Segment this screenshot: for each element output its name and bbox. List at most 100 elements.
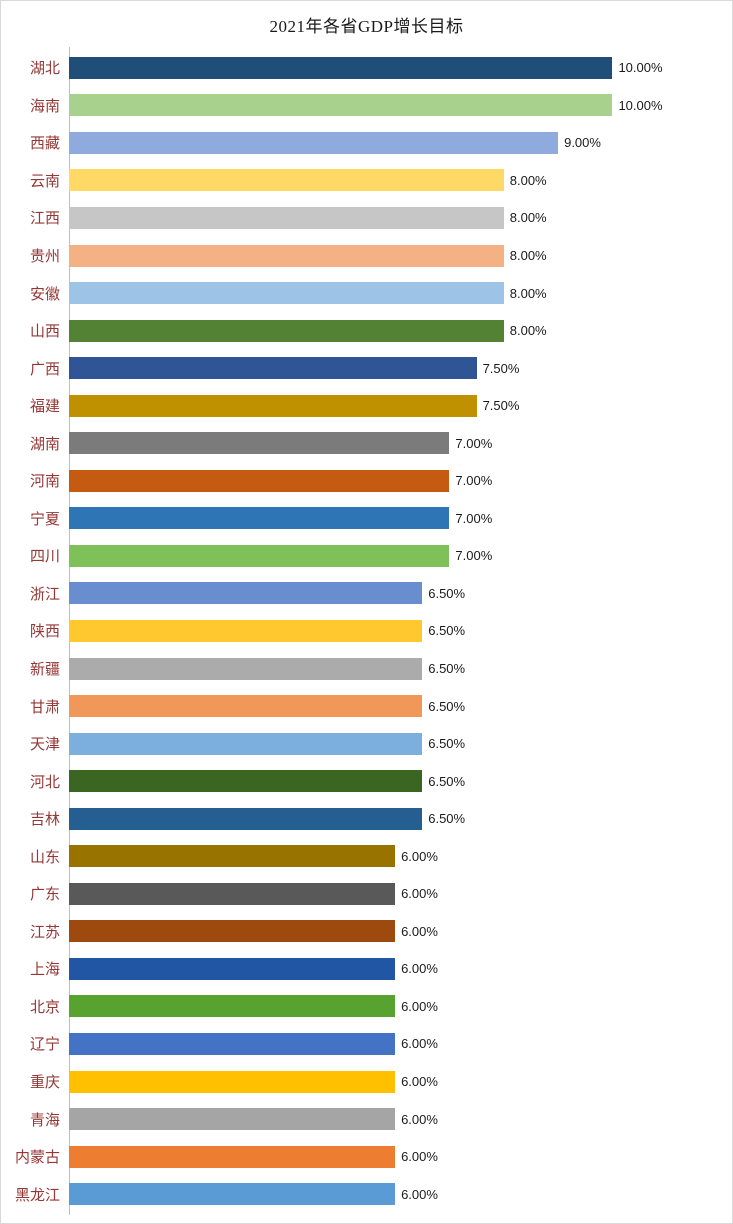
value-label: 6.50%: [428, 698, 466, 714]
bar-track: 8.00%: [69, 237, 732, 275]
value-label: 6.50%: [428, 773, 466, 789]
value-label: 7.50%: [482, 398, 520, 414]
bar-track: 8.00%: [69, 312, 732, 350]
category-label: 四川: [29, 549, 60, 566]
bar-track: 6.50%: [69, 612, 732, 650]
bar-track: 6.00%: [69, 950, 732, 988]
category-label: 西藏: [29, 136, 60, 153]
bar-track: 9.00%: [69, 124, 732, 162]
bar-track: 7.00%: [69, 537, 732, 575]
bar-track: 7.00%: [69, 424, 732, 462]
plot-area: 湖北 10.00% 海南 10.00% 西藏 9.00% 云南 8.00% 江西…: [1, 47, 732, 1223]
value-label: 7.50%: [482, 360, 520, 376]
category-label: 广东: [29, 887, 60, 904]
value-label: 8.00%: [509, 210, 547, 226]
bar: [69, 282, 504, 305]
bar-track: 6.00%: [69, 1025, 732, 1063]
bar-track: 6.00%: [69, 1138, 732, 1176]
bar: [69, 469, 450, 492]
bar: [69, 920, 396, 943]
bar: [69, 544, 450, 567]
bar: [69, 357, 477, 380]
bar-row: 吉林 6.50%: [1, 800, 732, 838]
category-label: 山西: [29, 324, 60, 341]
category-label: 天津: [29, 737, 60, 754]
bar-row: 广西 7.50%: [1, 349, 732, 387]
value-label: 6.00%: [401, 1186, 438, 1202]
bar-row: 海南 10.00%: [1, 87, 732, 125]
value-label: 6.00%: [401, 1074, 438, 1090]
category-label: 辽宁: [29, 1037, 60, 1054]
value-label: 7.00%: [455, 435, 493, 451]
bar-row: 河北 6.50%: [1, 762, 732, 800]
value-label: 7.00%: [455, 548, 493, 564]
bar-row: 山东 6.00%: [1, 837, 732, 875]
value-label: 6.00%: [401, 848, 438, 864]
category-label: 江西: [29, 211, 60, 228]
bar: [69, 94, 613, 117]
bar: [69, 582, 423, 605]
category-label: 北京: [29, 999, 60, 1016]
bar-track: 10.00%: [69, 49, 732, 87]
value-label: 8.00%: [509, 285, 547, 301]
category-label: 重庆: [29, 1075, 60, 1092]
bar-track: 6.00%: [69, 1063, 732, 1101]
category-label: 广西: [29, 361, 60, 378]
category-label: 福建: [29, 399, 60, 416]
bar: [69, 56, 613, 79]
bar-track: 8.00%: [69, 199, 732, 237]
category-label: 上海: [29, 962, 60, 979]
bar-track: 7.50%: [69, 387, 732, 425]
value-label: 6.00%: [401, 1036, 438, 1052]
bar-track: 6.00%: [69, 913, 732, 951]
bar: [69, 1183, 396, 1206]
bar-row: 北京 6.00%: [1, 988, 732, 1026]
bar: [69, 845, 396, 868]
value-label: 10.00%: [618, 97, 663, 113]
bar-track: 6.50%: [69, 800, 732, 838]
bar-track: 6.50%: [69, 725, 732, 763]
value-label: 8.00%: [509, 172, 547, 188]
bar-row: 江苏 6.00%: [1, 913, 732, 951]
bar: [69, 169, 504, 192]
value-label: 6.00%: [401, 1149, 438, 1165]
bar-track: 6.00%: [69, 837, 732, 875]
bar-track: 8.00%: [69, 274, 732, 312]
bar: [69, 1032, 396, 1055]
category-label: 云南: [29, 173, 60, 190]
bar-row: 辽宁 6.00%: [1, 1025, 732, 1063]
value-label: 6.50%: [428, 623, 466, 639]
category-label: 青海: [29, 1112, 60, 1129]
category-label: 内蒙古: [14, 1150, 60, 1167]
bar-track: 7.00%: [69, 500, 732, 538]
bar-row: 四川 7.00%: [1, 537, 732, 575]
category-label: 湖北: [29, 61, 60, 78]
bar-row: 河南 7.00%: [1, 462, 732, 500]
bar-row: 上海 6.00%: [1, 950, 732, 988]
category-label: 海南: [29, 98, 60, 115]
bar: [69, 1070, 396, 1093]
category-label: 河北: [29, 774, 60, 791]
value-label: 6.00%: [401, 886, 438, 902]
category-label: 江苏: [29, 924, 60, 941]
bar: [69, 770, 423, 793]
bar-row: 甘肃 6.50%: [1, 687, 732, 725]
category-label: 安徽: [29, 286, 60, 303]
bar-row: 新疆 6.50%: [1, 650, 732, 688]
bar: [69, 1108, 396, 1131]
bar-row: 安徽 8.00%: [1, 274, 732, 312]
category-label: 湖南: [29, 436, 60, 453]
bar-track: 6.50%: [69, 762, 732, 800]
value-label: 8.00%: [509, 248, 547, 263]
bar-track: 7.50%: [69, 349, 732, 387]
bar-track: 6.50%: [69, 687, 732, 725]
bar-track: 6.00%: [69, 1100, 732, 1138]
value-label: 7.00%: [455, 473, 493, 489]
value-label: 9.00%: [564, 135, 601, 151]
bar: [69, 957, 396, 980]
bar: [69, 619, 423, 642]
bar-row: 青海 6.00%: [1, 1100, 732, 1138]
value-label: 6.50%: [428, 736, 466, 752]
value-label: 6.50%: [428, 811, 466, 827]
bar-row: 内蒙古 6.00%: [1, 1138, 732, 1176]
